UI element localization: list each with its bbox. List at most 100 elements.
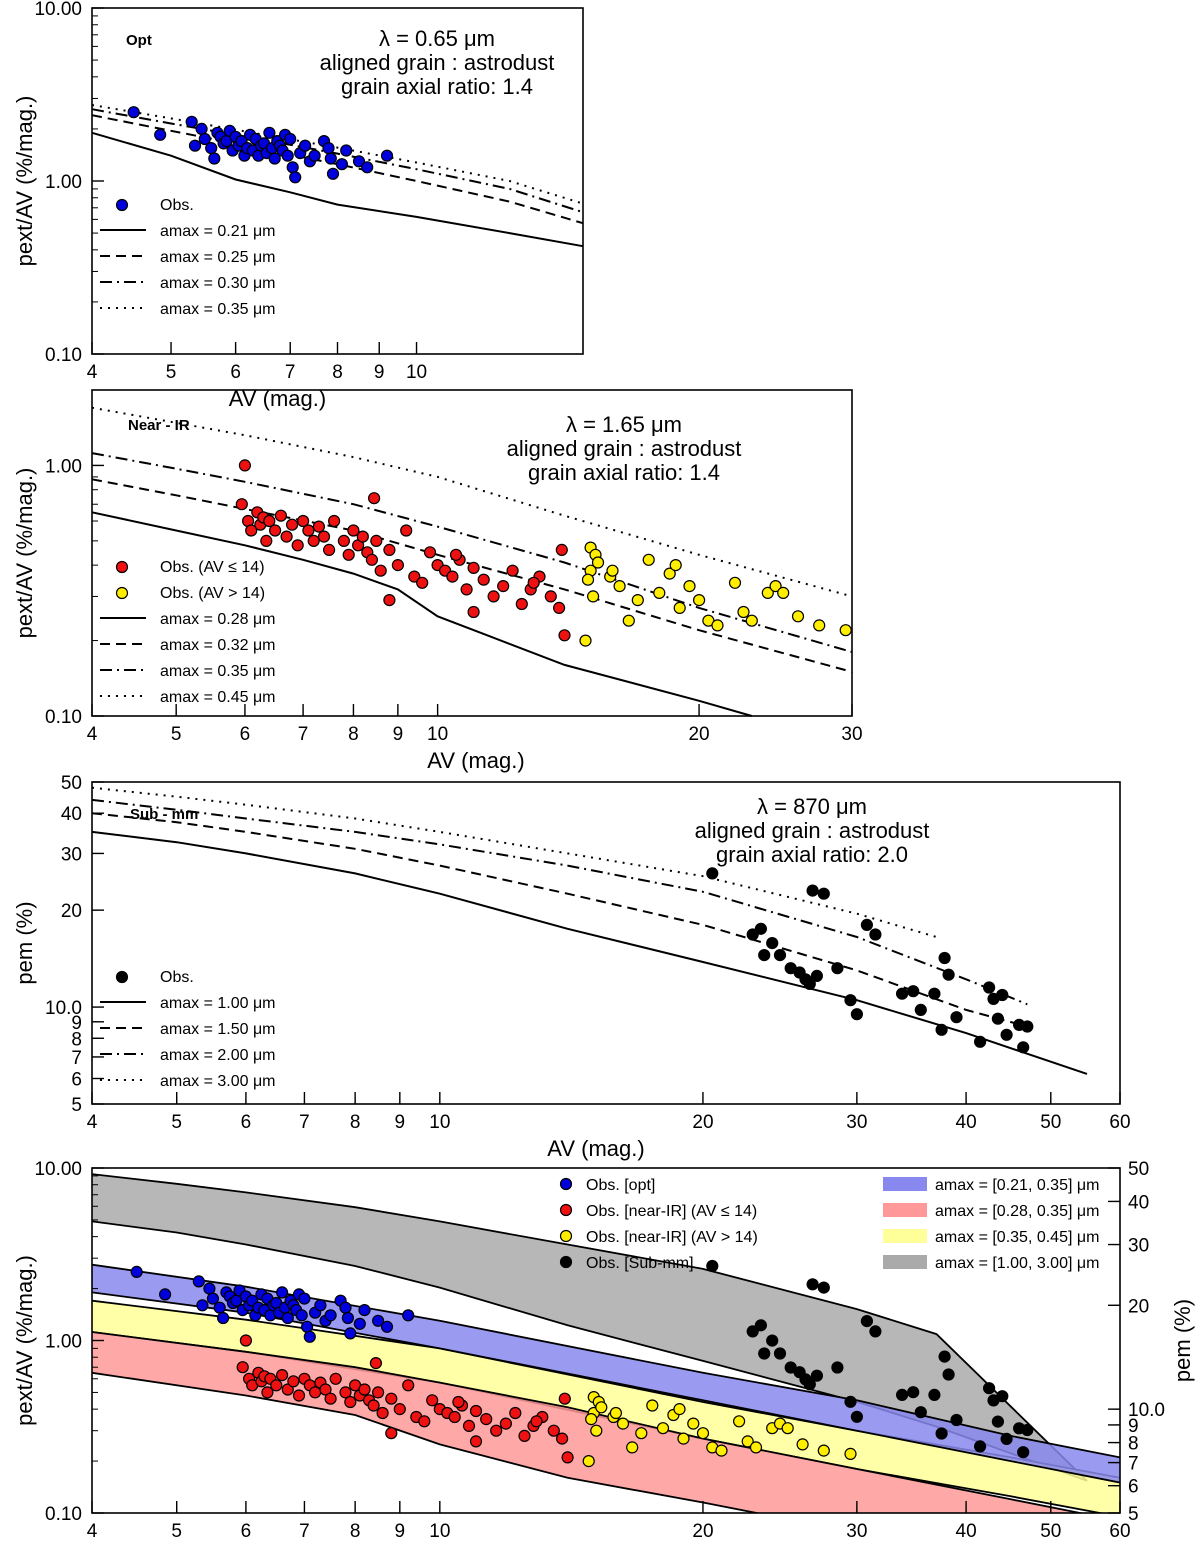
data-point xyxy=(299,139,312,152)
data-point xyxy=(416,576,429,589)
data-point xyxy=(1021,1423,1034,1437)
data-point xyxy=(303,1330,316,1343)
data-point xyxy=(766,1334,779,1347)
legend-label: Obs. (AV ≤ 14) xyxy=(160,559,265,576)
x-tick-label: 4 xyxy=(87,362,98,383)
data-point xyxy=(613,579,626,593)
data-point xyxy=(622,614,635,627)
data-point xyxy=(773,1347,787,1360)
data-point xyxy=(385,1392,398,1405)
data-point xyxy=(530,1415,543,1428)
data-point xyxy=(358,1383,371,1396)
data-point xyxy=(307,534,320,548)
data-point xyxy=(558,629,571,642)
data-point xyxy=(673,601,686,615)
data-point xyxy=(159,1288,172,1301)
annotation-line: aligned grain : astrodust xyxy=(507,436,742,461)
x-tick-label: 6 xyxy=(241,1112,252,1133)
data-point xyxy=(895,1388,909,1402)
data-point xyxy=(950,1413,963,1427)
data-point xyxy=(260,534,273,548)
data-point xyxy=(324,1309,337,1322)
x-tick-label: 40 xyxy=(956,1112,977,1133)
data-point xyxy=(326,167,340,180)
data-point xyxy=(324,1392,337,1405)
data-point xyxy=(585,1412,598,1426)
data-point xyxy=(276,1286,289,1299)
x-tick-label: 30 xyxy=(846,1112,867,1133)
legend-label: amax = 0.28 μm xyxy=(160,611,276,628)
legend-marker xyxy=(559,1177,573,1191)
annotation-line: grain axial ratio: 1.4 xyxy=(528,460,720,485)
data-point xyxy=(669,558,682,572)
legend-label: amax = 0.45 μm xyxy=(160,689,276,706)
data-point xyxy=(270,1379,283,1392)
data-point xyxy=(448,1410,461,1424)
x-tick-label: 10 xyxy=(429,1521,450,1542)
data-point xyxy=(810,1369,824,1382)
series-line-dotted xyxy=(91,104,584,205)
legend-label: Obs. [near-IR] (AV > 14) xyxy=(586,1229,758,1246)
data-point xyxy=(314,1299,327,1312)
data-point xyxy=(935,1427,948,1440)
data-point xyxy=(938,951,951,965)
x-axis-title: AV (mag.) xyxy=(297,1545,394,1549)
data-point xyxy=(561,1451,574,1464)
data-point xyxy=(341,1311,354,1325)
data-point xyxy=(844,1447,857,1461)
panel-tag: Opt xyxy=(126,32,152,49)
y-tick-label: 10.00 xyxy=(34,0,82,20)
y-tick-label: 6 xyxy=(71,1070,82,1091)
data-point xyxy=(319,1383,332,1396)
data-point xyxy=(302,524,315,537)
band-upper-line xyxy=(92,1331,1085,1513)
data-point xyxy=(369,1356,382,1370)
data-point xyxy=(635,1427,648,1440)
data-point xyxy=(817,1281,830,1294)
legend-label: amax = 0.25 μm xyxy=(160,249,276,266)
y2-tick-label: 9 xyxy=(1128,1416,1139,1437)
legend-label: amax = 1.50 μm xyxy=(160,1021,276,1038)
x-tick-label: 20 xyxy=(692,1521,713,1542)
data-point xyxy=(817,887,830,900)
data-point xyxy=(595,1401,608,1414)
data-point xyxy=(683,579,696,593)
series-line-dashdot xyxy=(91,452,853,653)
data-point xyxy=(263,126,276,139)
data-point xyxy=(1021,1020,1034,1033)
x-tick-label: 5 xyxy=(166,362,177,383)
x-tick-label: 5 xyxy=(171,1112,182,1133)
annotation-line: λ = 1.65 μm xyxy=(566,412,682,437)
x-tick-label: 9 xyxy=(395,1521,406,1542)
legend-label: amax = 0.35 μm xyxy=(160,301,276,318)
series-line-dashed xyxy=(91,478,853,673)
data-point xyxy=(928,1388,941,1402)
annotation-line: aligned grain : astrodust xyxy=(695,818,930,843)
data-point xyxy=(769,579,782,593)
y2-tick-label: 50 xyxy=(1128,1159,1149,1180)
data-point xyxy=(347,524,360,537)
data-point xyxy=(402,1309,415,1322)
data-point xyxy=(276,1368,289,1382)
data-point xyxy=(367,1399,380,1412)
legend-label: amax = [0.21, 0.35] μm xyxy=(935,1177,1099,1194)
y-axis-title: pext/AV (%/mag.) xyxy=(12,1255,37,1426)
data-point xyxy=(261,1386,274,1399)
data-point xyxy=(728,576,742,589)
data-point xyxy=(991,1415,1005,1428)
x-tick-label: 50 xyxy=(1040,1521,1061,1542)
data-point xyxy=(238,459,251,472)
data-point xyxy=(298,1292,311,1305)
legend-label: amax = 1.00 μm xyxy=(160,995,276,1012)
data-point xyxy=(383,543,396,557)
x-tick-label: 10 xyxy=(427,724,448,745)
data-point xyxy=(914,1003,927,1017)
data-point xyxy=(317,530,331,543)
legend-swatch xyxy=(883,1229,927,1243)
legend-marker xyxy=(115,560,129,574)
data-point xyxy=(754,1319,768,1332)
y2-tick-label: 5 xyxy=(1128,1504,1139,1525)
legend-label: Obs. xyxy=(160,969,194,986)
data-point xyxy=(356,530,369,543)
y-tick-label: 5 xyxy=(71,1095,82,1116)
